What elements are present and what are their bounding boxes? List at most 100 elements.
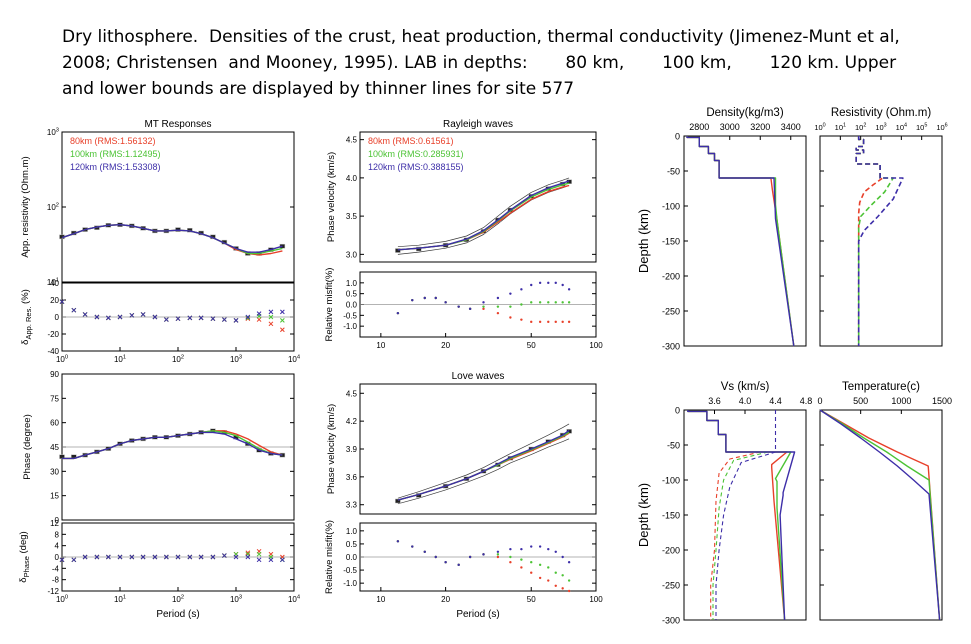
rayleigh_misfit-point-km80 — [520, 318, 523, 321]
rayleigh-observed-point — [395, 248, 401, 253]
love_misfit-point-km120 — [444, 561, 447, 564]
mt_resistivity_misfit-ytick-label: 40 — [50, 279, 59, 288]
rayleigh_misfit-point-km80 — [567, 320, 571, 324]
vs-ytick-label: -300 — [662, 616, 680, 626]
mt_resistivity_misfit-point-km120 — [245, 314, 251, 320]
love_misfit-ytick-label: -1.0 — [343, 579, 357, 588]
mt_phase_misfit-point-km120 — [187, 554, 193, 560]
love_misfit-xtick-label: 10 — [376, 595, 385, 604]
love_misfit-point-km100 — [520, 558, 523, 561]
mt_phase_misfit-ytick-label: 0 — [55, 553, 60, 562]
mt_phase-ytick-label: 0 — [55, 516, 60, 525]
rayleigh_misfit-point-km120 — [509, 292, 512, 295]
mt_phase-ytick-label: 15 — [50, 492, 59, 501]
rayleigh-legend-km80: 80km (RMS:0.61561) — [368, 136, 454, 146]
density-ylabel: Depth (km) — [636, 209, 651, 273]
rayleigh_misfit-ytick-label: -1.0 — [343, 322, 357, 331]
rayleigh_misfit-point-km80 — [554, 320, 557, 324]
vs-ytick-label: -200 — [662, 546, 680, 556]
caption-line-2: 2008; Christensen and Mooney, 1995). LAB… — [62, 53, 897, 73]
temperature-profile-km100 — [819, 409, 941, 621]
love_misfit-point-km80 — [538, 576, 542, 580]
mt_phase_misfit-xtick-label: 100 — [56, 594, 68, 604]
vs-title: Vs (km/s) — [721, 381, 770, 393]
vs-frame — [683, 409, 807, 621]
resistivity-xtick-label: 100 — [814, 123, 825, 132]
mt_resistivity_misfit-point-km120 — [152, 314, 158, 320]
vs-xtick-label: 4.4 — [769, 396, 782, 406]
mt_resistivity_misfit-point-km100 — [245, 315, 251, 321]
mt_phase_misfit-point-km120 — [59, 557, 65, 563]
love_misfit-point-km120 — [468, 555, 472, 559]
density-ytick-label: -50 — [667, 167, 680, 177]
vs-profile-km120 — [687, 410, 796, 621]
rayleigh_misfit-point-km100 — [496, 305, 500, 308]
vs-profile-km80 — [687, 410, 788, 621]
resistivity-title: Resistivity (Ohm.m) — [831, 107, 931, 119]
love_misfit-xtick-label: 100 — [589, 595, 603, 604]
rayleigh-ytick-label: 3.0 — [346, 250, 358, 259]
temperature-xtick-label: 500 — [853, 396, 868, 406]
resistivity-xtick-label: 105 — [916, 123, 927, 132]
rayleigh_misfit-point-km120 — [547, 281, 550, 285]
love-ytick-label: 3.3 — [346, 501, 358, 510]
rayleigh-legend-km100: 100km (RMS:0.285931) — [368, 149, 464, 159]
love-ylabel: Phase velocity (km/s) — [326, 404, 337, 494]
mt_resistivity_misfit-point-km120 — [140, 312, 146, 317]
mt_phase-ytick-label: 75 — [50, 394, 59, 403]
mt_phase-ylabel: Phase (degree) — [22, 414, 33, 479]
mt_phase_misfit-point-km120 — [129, 554, 135, 560]
mt_phase_misfit-ytick-label: -4 — [52, 564, 60, 573]
mt_resistivity_misfit-point-km120 — [280, 309, 285, 315]
mt_resistivity_misfit-point-km80 — [268, 321, 274, 327]
rayleigh_misfit-point-km120 — [423, 296, 426, 300]
rayleigh-series-km80 — [397, 184, 570, 251]
mt_resistivity_misfit-point-km120 — [164, 317, 169, 322]
mt_phase_misfit-xlabel: Period (s) — [156, 609, 199, 620]
love_misfit-point-km100 — [554, 571, 557, 574]
mt_resistivity_misfit-point-km120 — [175, 316, 181, 322]
love_misfit-point-km100 — [496, 553, 500, 556]
mt_phase_misfit-xtick-label: 103 — [230, 594, 242, 604]
love_misfit-point-km120 — [457, 563, 460, 567]
mt_phase_misfit-point-km120 — [140, 554, 146, 560]
density-ytick-label: -300 — [662, 342, 680, 352]
mt_resistivity_misfit-ytick-label: -20 — [47, 330, 59, 339]
love_misfit-point-km120 — [554, 550, 557, 553]
rayleigh_misfit-xtick-label: 50 — [527, 341, 536, 350]
mt_resistivity_misfit-point-km120 — [187, 315, 193, 321]
density-ytick-label: -100 — [662, 202, 680, 212]
caption-line-1: Dry lithosphere. Densities of the crust,… — [62, 27, 900, 47]
resistivity-xtick-label: 106 — [936, 123, 947, 132]
mt_resistivity_misfit-point-km100 — [268, 314, 274, 320]
mt_phase_misfit-ytick-label: 4 — [55, 542, 60, 551]
vs-ytick-label: -50 — [667, 441, 680, 451]
rayleigh_misfit-point-km100 — [538, 301, 542, 304]
rayleigh_misfit-xtick-label: 100 — [589, 341, 603, 350]
mt_resistivity_misfit-xtick-label: 104 — [288, 354, 301, 364]
mt_resistivity_misfit-point-km120 — [256, 311, 262, 316]
rayleigh_misfit-point-km80 — [496, 311, 500, 315]
density-xtick-label: 2800 — [689, 122, 709, 132]
mt_phase-ytick-label: 60 — [50, 419, 59, 428]
love-ytick-label: 3.6 — [346, 473, 358, 482]
rayleigh-ytick-label: 4.5 — [346, 136, 358, 145]
rayleigh_misfit-point-km120 — [411, 298, 414, 302]
rayleigh_misfit-point-km120 — [396, 311, 400, 315]
mt_phase_misfit-point-km100 — [256, 551, 262, 557]
density-profile-km100 — [686, 136, 795, 347]
mt_phase_misfit-point-km120 — [71, 557, 77, 563]
love_misfit-point-km100 — [538, 563, 542, 567]
resistivity-xtick-label: 103 — [875, 123, 886, 132]
rayleigh_misfit-point-km80 — [482, 307, 485, 311]
mt_phase_misfit-ytick-label: 8 — [55, 530, 60, 539]
density-xtick-label: 3000 — [720, 122, 740, 132]
mt_resistivity-legend-km80: 80km (RMS:1.56132) — [70, 136, 156, 146]
rayleigh_misfit-point-km80 — [561, 320, 564, 324]
temperature-profile-km80 — [819, 409, 941, 621]
rayleigh-ytick-label: 3.5 — [346, 212, 358, 221]
rayleigh_misfit-point-km80 — [538, 320, 542, 324]
love-ytick-label: 3.9 — [346, 445, 358, 454]
love_misfit-ytick-label: 1.0 — [346, 527, 358, 536]
rayleigh_misfit-point-km120 — [444, 301, 447, 304]
